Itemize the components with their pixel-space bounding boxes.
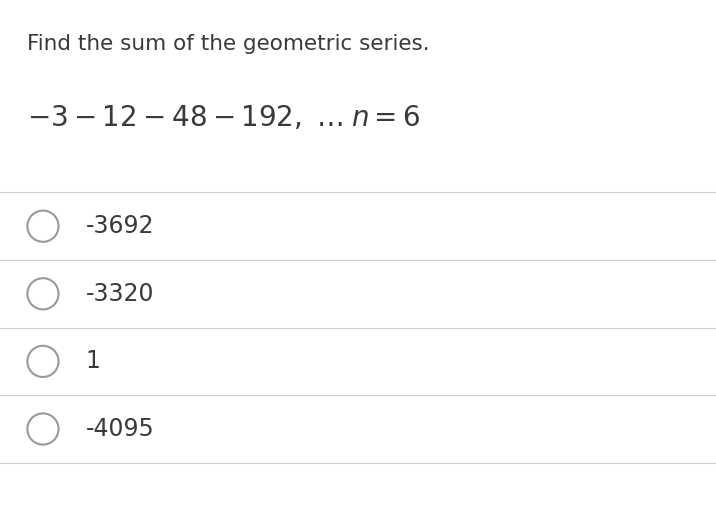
Text: -3320: -3320 [86,282,155,306]
Text: $-3-12-48-192,\ \ldots$: $-3-12-48-192,\ \ldots$ [27,104,343,132]
Text: -3692: -3692 [86,214,155,238]
Text: $n=6$: $n=6$ [351,104,420,132]
Text: 1: 1 [86,349,101,373]
Text: -4095: -4095 [86,417,155,441]
Text: Find the sum of the geometric series.: Find the sum of the geometric series. [27,34,430,54]
